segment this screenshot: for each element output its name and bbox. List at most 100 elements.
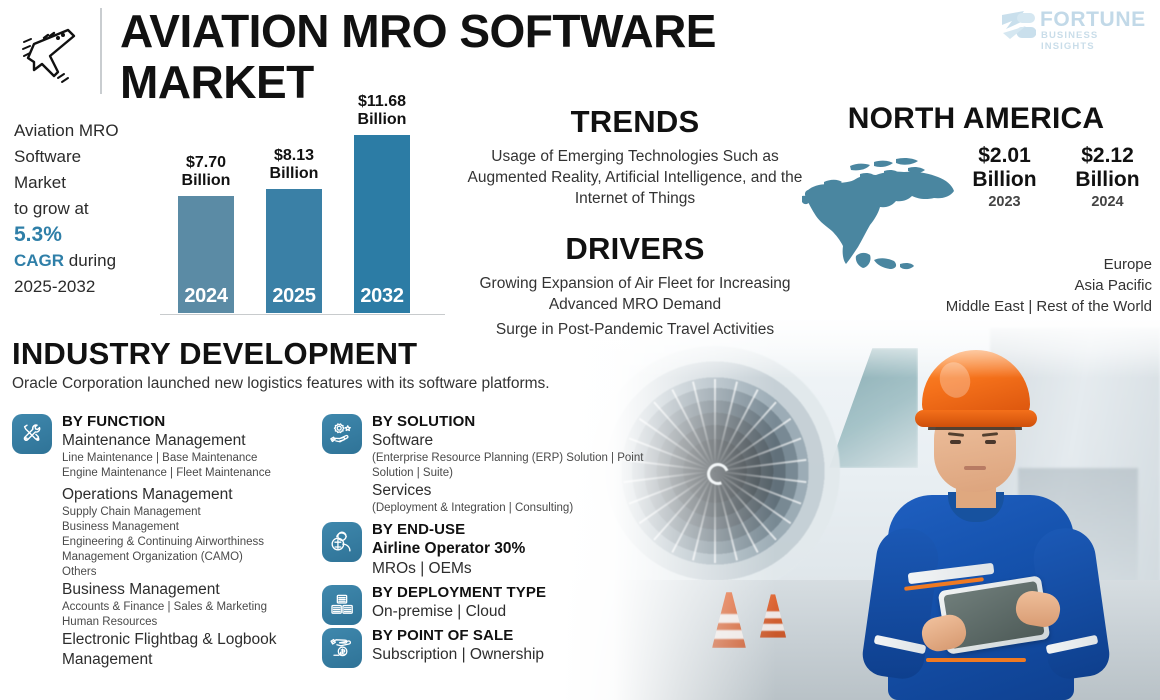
segment-body: BY FUNCTION Maintenance Management Line Ma… [62,412,312,670]
segment-line: Human Resources [62,616,158,628]
photo-fade-top [560,318,1160,378]
chart-bar-value: $8.13 [273,147,315,164]
drivers-text-2: Surge in Post-Pandemic Travel Activities [495,321,775,338]
segment-title: BY DEPLOYMENT TYPE [372,584,547,601]
na-figure-year: 2023 [988,194,1021,210]
segment-body: BY POINT OF SALE Subscription | Ownership [372,626,652,665]
region-item: Europe [1103,256,1152,273]
hand-gear-star-icon [322,414,362,454]
cagr-value: 5.3% [14,223,62,246]
segment-line: Electronic Flightbag & Logbook [62,631,277,648]
segment-block: BY SOLUTION Software (Enterprise Resource … [322,412,652,516]
segment-line: Operations Management [62,486,233,503]
chart-bar-label: $7.70 Billion [156,154,256,190]
drivers-text-1: Growing Expansion of Air Fleet for Incre… [479,275,791,313]
summary-line-4: to grow at [14,199,89,218]
photo-fade-left [560,318,1160,700]
chart-bar-unit: Billion [269,165,319,182]
region-item: Middle East | Rest of the World [945,298,1152,315]
segments-column-left: BY FUNCTION Maintenance Management Line Ma… [12,412,312,674]
tools-icon [12,414,52,454]
na-figure: $2.12 Billion 2024 [1063,144,1152,210]
market-summary-text: Aviation MRO Software Market to grow at … [14,118,164,300]
industry-development-heading: INDUSTRY DEVELOPMENT [12,336,418,371]
industry-development-text: Oracle Corporation launched new logistic… [12,375,550,392]
segment-line: Engineering & Continuing Airworthiness [62,536,265,548]
region-item: Asia Pacific [1074,277,1152,294]
chart-bar: 2025 $8.13 Billion [266,147,322,313]
chart-bar-year-label: 2032 [360,285,404,307]
segment-line: Management Organization (CAMO) [62,551,243,563]
chart-bar-unit: Billion [357,111,407,128]
segment-line: Accounts & Finance | Sales & Marketing [62,601,267,613]
drivers-heading: DRIVERS [565,231,705,266]
header-divider [100,8,102,94]
segment-block: BY END-USE Airline Operator 30% MROs | OEM… [322,520,652,579]
segment-line: MROs | OEMs [372,560,472,577]
logo-subtitle: BUSINESS INSIGHTS [1041,30,1099,52]
chart-bar-label: $8.13 Billion [244,147,344,183]
segment-line: (Enterprise Resource Planning (ERP) Solu… [372,452,644,479]
chart-bar-rect [354,135,410,313]
north-america-figures: $2.01 Billion 2023 $2.12 Billion 2024 [960,144,1152,210]
north-america-heading: NORTH AMERICA [847,102,1105,135]
na-figure-unit: Billion [1075,168,1140,191]
segment-line: Business Management [62,581,220,598]
segment-body: BY END-USE Airline Operator 30% MROs | OEM… [372,520,652,579]
segment-line: Services [372,482,432,499]
server-stack-icon [322,585,362,625]
na-figure-value: $2.12 [1081,144,1134,167]
segment-title: BY SOLUTION [372,413,476,430]
segment-line: Subscription | Ownership [372,646,545,663]
summary-line-1: Aviation MRO [14,121,119,140]
segment-line: Engine Maintenance | Fleet Maintenance [62,467,271,479]
chart-bar-unit: Billion [181,172,231,189]
segment-line: Supply Chain Management [62,506,201,518]
summary-line-2: Software [14,147,82,166]
chart-baseline [160,313,445,315]
trends-drivers-block: TRENDS Usage of Emerging Technologies Su… [455,104,815,340]
segment-title: BY POINT OF SALE [372,627,514,644]
north-america-map-icon [800,152,960,272]
segment-line: Maintenance Management [62,432,246,449]
fortune-business-insights-logo: FORTUNE BUSINESS INSIGHTS [1000,8,1152,52]
segment-line: Software [372,432,434,449]
forecast-period: 2025-2032 [14,277,96,296]
trends-heading: TRENDS [570,104,700,139]
segment-line: On-premise | Cloud [372,603,507,620]
na-figure-year: 2024 [1091,194,1124,210]
trends-text: Usage of Emerging Technologies Such as A… [467,148,803,207]
segment-title: BY END-USE [372,521,466,538]
page-title: AVIATION MRO SOFTWARE MARKET [120,5,717,108]
segment-body: BY DEPLOYMENT TYPE On-premise | Cloud [372,583,652,622]
market-size-bar-chart: 2024 $7.70 Billion 2025 $8.13 Billion 2032 $11.… [160,93,450,315]
airplane-icon [14,22,86,88]
cagr-label: CAGR [14,251,65,270]
segment-title: BY FUNCTION [62,413,166,430]
cagr-line: CAGR during [14,248,164,274]
cagr-during: during [64,251,117,270]
north-america-block: NORTH AMERICA [800,102,1152,315]
chart-bar-year-label: 2025 [272,285,316,307]
chart-bar-value: $7.70 [185,154,227,171]
segment-block: BY POINT OF SALE Subscription | Ownership [322,626,652,668]
segment-line: Others [62,566,97,578]
na-figure: $2.01 Billion 2023 [960,144,1049,210]
chart-bar-rect [178,196,234,313]
chart-bar: 2024 $7.70 Billion [178,154,234,313]
segments-column-right: BY SOLUTION Software (Enterprise Resource … [322,412,652,669]
summary-line-3: Market [14,173,66,192]
segment-line: (Deployment & Integration | Consulting) [372,502,574,514]
segment-line: Airline Operator 30% [372,540,526,557]
logo-name: FORTUNE [1040,8,1146,31]
chart-bar-label: $11.68 Billion [332,93,432,129]
segment-line: Management [62,651,153,668]
segment-body: BY SOLUTION Software (Enterprise Resource … [372,412,652,516]
na-figure-unit: Billion [972,168,1037,191]
chart-bar: 2032 $11.68 Billion [354,93,410,313]
na-figure-value: $2.01 [978,144,1031,167]
other-regions-list: Europe Asia Pacific Middle East | Rest of … [800,254,1152,317]
segment-line: Business Management [62,521,179,533]
chart-bar-year-label: 2024 [184,285,228,307]
